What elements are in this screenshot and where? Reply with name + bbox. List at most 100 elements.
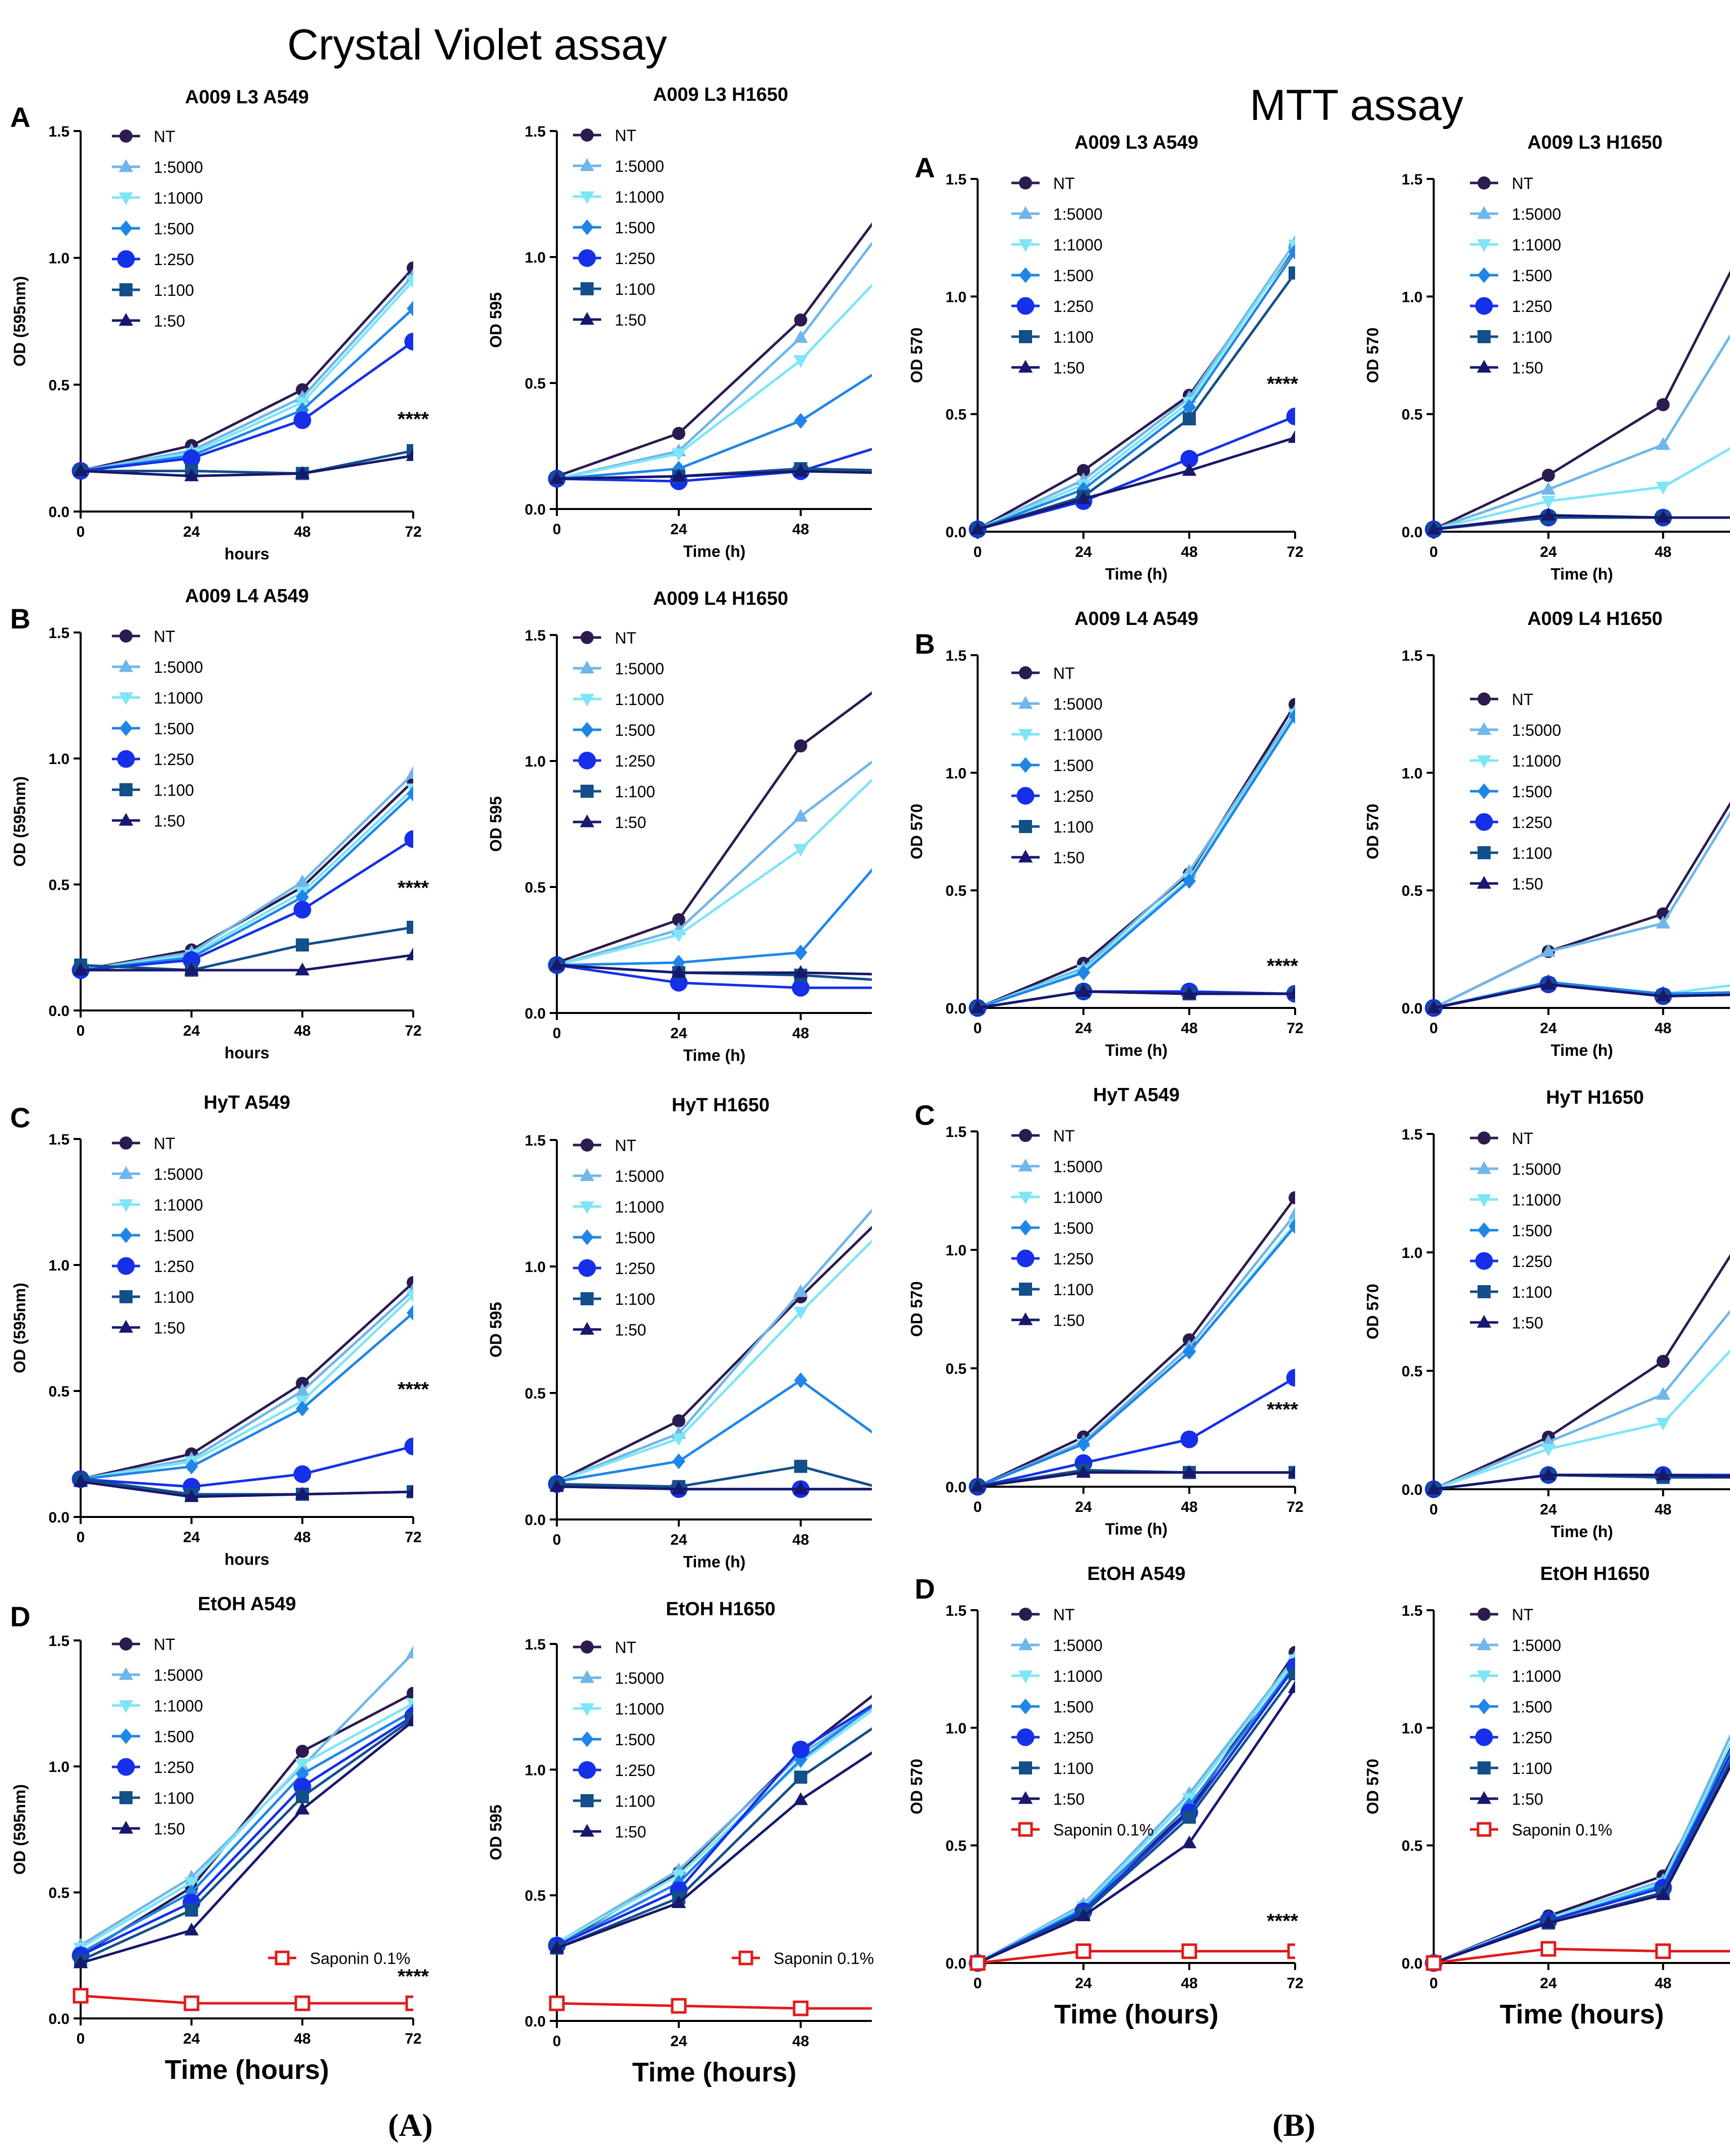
chart-title: A009 L3 A549: [185, 87, 309, 108]
legend: NT 1:5000 1:1000 1:500 1:250 1:100 1:50: [1470, 174, 1561, 377]
data-point: [406, 1645, 413, 1659]
y-tick-label: 0.5: [1401, 883, 1423, 900]
legend-label: 1:5000: [1512, 205, 1561, 223]
legend-label: 1:500: [1053, 756, 1094, 775]
series-line-saponin01: [1433, 1947, 1730, 1964]
data-point: [406, 1714, 413, 1727]
series-line-11000: [977, 244, 1295, 531]
legend-marker: [580, 693, 595, 707]
data-point: [295, 874, 310, 887]
legend-label: 1:50: [1512, 1314, 1543, 1332]
legend-marker: [117, 750, 135, 768]
legend-marker: [1478, 1608, 1491, 1621]
legend: NT 1:5000 1:1000 1:500 1:250 1:100 1:50: [1470, 690, 1561, 893]
series-line-nt: [80, 267, 413, 472]
legend: NT 1:5000 1:1000 1:500 1:250 1:100 1:50 Saponin…: [1011, 1606, 1154, 1839]
series-line-1500: [1433, 1749, 1730, 1964]
data-point: [672, 913, 685, 926]
series-line-saponin01: [977, 1950, 1295, 1964]
y-tick-label: 0.5: [1401, 1363, 1423, 1380]
legend-label: 1:50: [1053, 359, 1084, 377]
series-line-150: [1433, 983, 1730, 1009]
legend-marker: [1016, 1249, 1035, 1267]
legend-marker: [1477, 1822, 1492, 1837]
x-axis-label: Time (h): [1105, 565, 1168, 583]
legend-marker: [1477, 722, 1492, 735]
x-tick-label: 48: [792, 1025, 809, 1042]
series-line-1100: [81, 449, 413, 475]
x-tick-label: 24: [670, 1532, 687, 1548]
series-line-1100: [556, 1465, 872, 1488]
legend-label-saponin: Saponin 0.1%: [310, 1949, 410, 1968]
y-tick-label: 1.5: [945, 1603, 967, 1619]
data-point: [549, 958, 564, 971]
x-axis-label: Time (hours): [1500, 1999, 1664, 2030]
series-line-nt: [556, 691, 872, 964]
legend-marker: [118, 1821, 134, 1834]
x-axis-label: Time (h): [1551, 565, 1613, 583]
data-point: [549, 1479, 564, 1492]
legend-marker: [1018, 729, 1033, 742]
legend-marker: [1019, 1129, 1032, 1142]
x-tick-label: 48: [294, 1529, 310, 1546]
data-point: [1286, 1369, 1295, 1387]
y-tick-label: 1.5: [1401, 1603, 1423, 1619]
y-tick-label: 1.0: [48, 1759, 70, 1775]
x-axis-label: Time (h): [683, 1046, 746, 1064]
legend-marker: [1477, 1315, 1492, 1328]
legend-marker: [1019, 757, 1032, 773]
x-tick-label: 0: [974, 1975, 982, 1992]
y-tick-label: 0.5: [48, 377, 70, 394]
legend-label: 1:500: [1512, 267, 1552, 285]
x-tick-label: 48: [1655, 1020, 1672, 1037]
series-group: [72, 261, 413, 481]
y-tick-label: 1.0: [945, 1242, 967, 1259]
legend-label: NT: [615, 1136, 636, 1155]
x-axis-label: Time (h): [683, 542, 746, 560]
cv-panel-letter-a: A: [10, 101, 31, 133]
y-tick-label: 1.5: [945, 648, 967, 664]
data-point: [1426, 1955, 1442, 1971]
data-point: [184, 1489, 199, 1502]
data-point: [671, 965, 686, 978]
legend-label: 1:100: [1053, 818, 1094, 836]
y-tick-label: 0.0: [945, 1955, 967, 1972]
legend-label: 1:50: [615, 1823, 646, 1841]
data-point: [404, 1437, 413, 1455]
legend-label: 1:250: [1053, 297, 1094, 315]
data-point: [295, 963, 310, 976]
y-tick-label: 1.0: [525, 753, 546, 770]
legend: NT 1:5000 1:1000 1:500 1:250 1:100 1:50: [573, 1136, 664, 1339]
legend-label-saponin: Saponin 0.1%: [774, 1949, 874, 1968]
x-tick-label: 24: [670, 2033, 687, 2050]
legend-marker: [1018, 1670, 1033, 1683]
legend-marker: [1018, 696, 1033, 709]
legend-marker: [1016, 1728, 1035, 1746]
legend-marker: [581, 1640, 594, 1654]
series-line-150: [1433, 514, 1730, 531]
series-line-1250: [556, 448, 872, 483]
legend-label: 1:1000: [154, 1196, 203, 1214]
data-point: [1180, 450, 1198, 468]
series-line-11000: [1433, 447, 1730, 531]
series-line-150: [977, 1471, 1295, 1488]
data-point: [1541, 508, 1556, 521]
series-line-1250: [556, 1704, 872, 1947]
legend-label: 1:500: [615, 1731, 655, 1749]
y-tick-label: 0.5: [945, 883, 967, 900]
y-tick-label: 0.5: [945, 407, 967, 423]
series-line-1250: [80, 838, 413, 972]
legend-marker: [581, 722, 594, 738]
x-tick-label: 0: [1430, 1020, 1438, 1037]
data-point: [671, 1481, 686, 1495]
x-tick-label: 48: [792, 2033, 809, 2050]
data-point: [407, 300, 413, 316]
legend-label: 1:500: [154, 1728, 194, 1746]
data-point: [296, 1745, 309, 1758]
x-tick-label: 48: [1181, 1499, 1197, 1515]
legend-marker: [1019, 1220, 1032, 1236]
series-line-nt: [556, 222, 872, 478]
data-point: [407, 921, 413, 934]
data-point: [793, 355, 808, 368]
legend-label: 1:250: [1512, 1252, 1552, 1271]
